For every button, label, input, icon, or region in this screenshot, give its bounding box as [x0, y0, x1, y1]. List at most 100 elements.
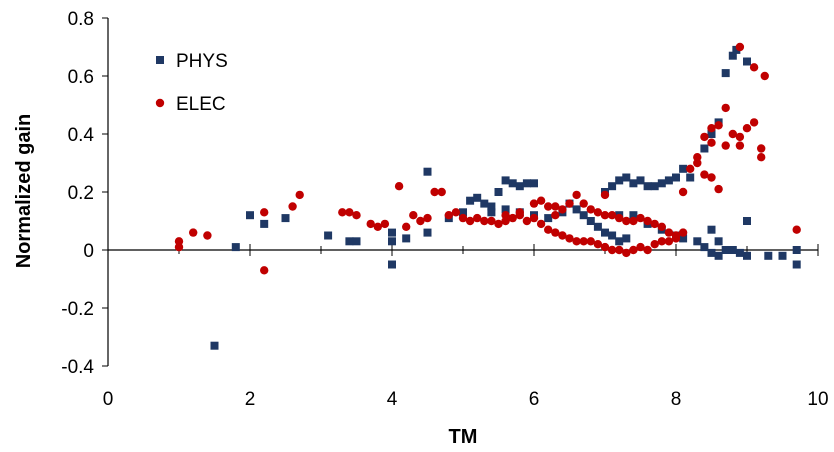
data-points — [174, 42, 801, 350]
phys-point — [544, 214, 553, 223]
elec-point — [622, 248, 631, 258]
phys-point — [459, 208, 467, 217]
elec-point — [544, 202, 553, 211]
phys-point — [260, 219, 269, 228]
elec-point — [721, 103, 730, 113]
phys-point — [388, 228, 396, 237]
phys-point — [735, 248, 744, 257]
phys-point — [615, 237, 624, 246]
elec-point — [650, 219, 659, 229]
elec-point — [565, 234, 574, 243]
elec-point — [721, 141, 730, 150]
x-tick-label: 2 — [245, 389, 256, 410]
phys-point — [388, 260, 396, 269]
phys-point — [664, 176, 673, 185]
elec-point — [678, 228, 688, 237]
phys-point — [743, 251, 751, 260]
elec-point — [714, 184, 723, 194]
elec-point — [437, 187, 446, 197]
elec-point — [643, 245, 652, 255]
phys-point — [778, 251, 787, 260]
elec-point — [558, 205, 567, 214]
elec-point — [473, 213, 482, 223]
elec-point — [572, 237, 581, 246]
elec-point — [444, 211, 453, 220]
phys-point — [501, 176, 510, 185]
elec-point — [536, 219, 546, 229]
elec-point — [565, 199, 574, 208]
phys-point — [601, 228, 609, 237]
elec-point — [536, 196, 546, 205]
elec-point — [615, 245, 624, 255]
phys-point — [743, 217, 751, 225]
elec-point — [522, 216, 532, 226]
elec-point — [586, 237, 595, 246]
elec-point — [260, 208, 269, 217]
elec-point — [671, 231, 681, 240]
phys-point — [732, 45, 741, 54]
elec-point — [529, 213, 539, 223]
phys-point — [480, 199, 489, 208]
elec-point — [664, 237, 674, 246]
elec-point — [572, 190, 581, 200]
phys-point — [231, 243, 240, 252]
elec-point — [792, 225, 801, 234]
elec-point — [409, 211, 418, 220]
elec-point — [551, 211, 560, 220]
legend: PHYS ELEC — [155, 51, 228, 115]
elec-point — [657, 222, 666, 231]
phys-point — [423, 167, 432, 176]
elec-point — [693, 158, 702, 168]
elec-point — [707, 124, 716, 133]
phys-point — [324, 231, 333, 240]
elec-point — [352, 211, 361, 220]
elec-point — [416, 216, 425, 226]
elec-point — [551, 228, 560, 237]
y-axis-title: Normalized gain — [13, 114, 35, 268]
elec-point — [501, 216, 510, 226]
y-tick-label: -0.2 — [61, 299, 94, 320]
phys-point — [679, 234, 688, 243]
elec-point — [189, 228, 198, 237]
elec-point — [579, 237, 588, 246]
elec-point — [515, 208, 524, 217]
x-tick-label: 6 — [529, 389, 540, 410]
elec-point — [700, 170, 709, 179]
phys-point — [473, 193, 482, 202]
elec-point — [728, 129, 737, 139]
phys-point — [792, 246, 801, 254]
elec-point — [366, 219, 375, 229]
phys-point — [743, 57, 751, 66]
phys-point — [487, 208, 496, 217]
elec-point — [394, 182, 404, 191]
phys-point — [622, 234, 631, 243]
elec-point — [501, 211, 510, 220]
elec-point — [678, 187, 688, 197]
phys-point — [530, 179, 538, 188]
x-tick-label: 0 — [103, 389, 114, 410]
elec-point — [544, 225, 553, 234]
legend-marker-elec — [155, 98, 165, 108]
elec-point — [551, 202, 560, 211]
y-axis-ticks: -0.4 -0.2 0 0.2 0.4 0.6 0.8 — [61, 9, 108, 378]
phys-point — [487, 202, 496, 211]
elec-point — [636, 213, 645, 223]
y-tick-label: -0.4 — [61, 357, 94, 378]
phys-point — [515, 182, 524, 191]
elec-point — [749, 63, 759, 72]
phys-point — [608, 182, 617, 191]
elec-point — [480, 216, 489, 226]
phys-point — [700, 243, 709, 252]
elec-point — [380, 219, 390, 229]
phys-point — [657, 179, 666, 188]
elec-point — [707, 173, 716, 182]
phys-point — [792, 260, 801, 269]
phys-point — [210, 341, 219, 350]
phys-point — [707, 225, 716, 234]
elec-point — [735, 132, 745, 142]
elec-point — [593, 208, 603, 217]
phys-point — [608, 231, 617, 240]
elec-point — [579, 199, 588, 208]
elec-point — [451, 208, 461, 217]
elec-point — [430, 187, 439, 197]
